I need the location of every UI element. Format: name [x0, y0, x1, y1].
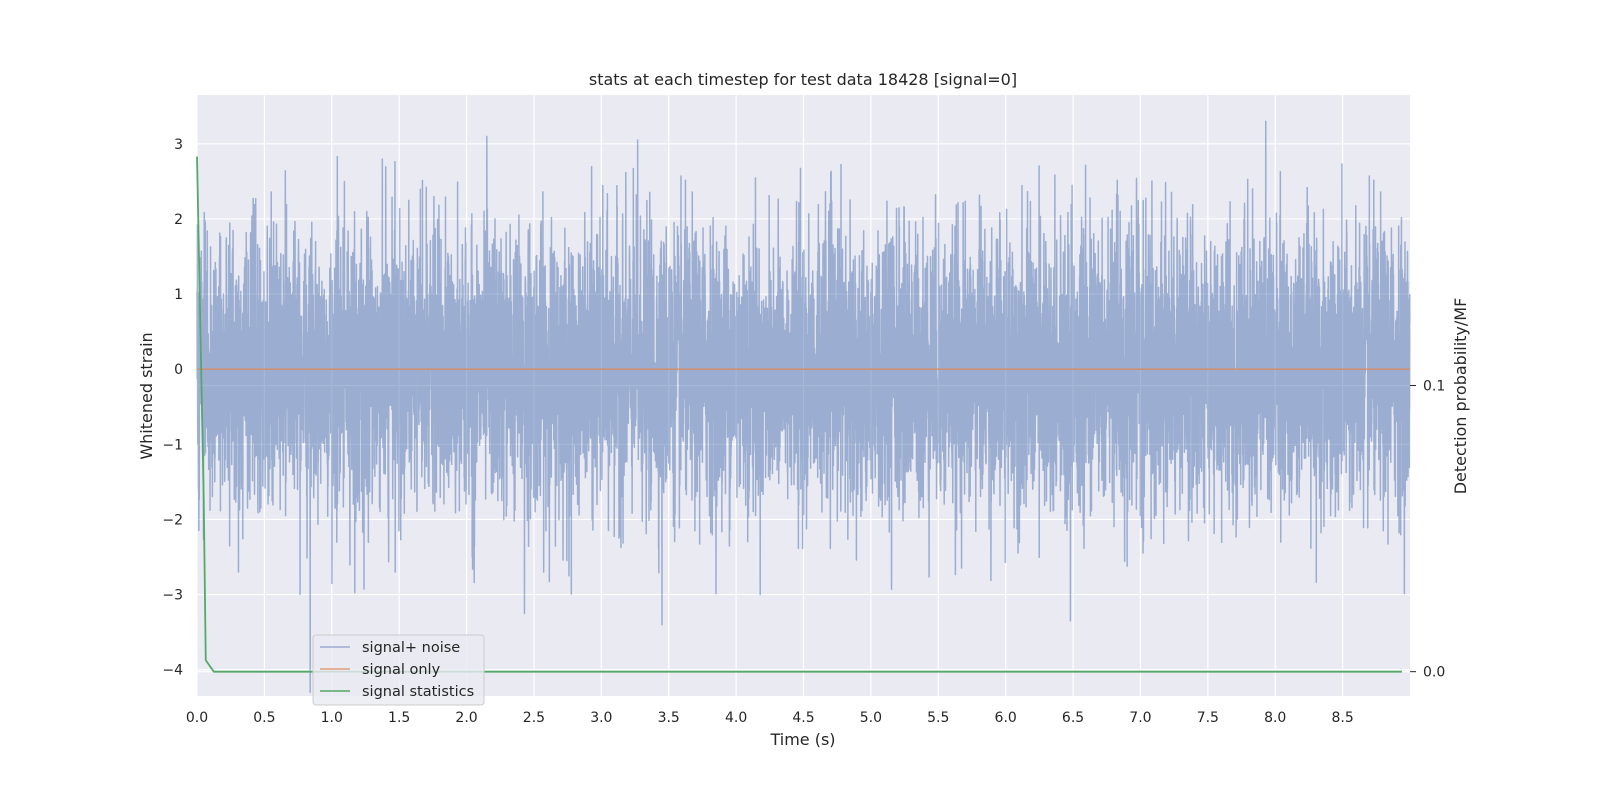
- x-tick-label: 5.5: [927, 710, 949, 726]
- x-tick-label: 8.0: [1264, 710, 1286, 726]
- series-line-signal-statistics: [196, 156, 1402, 673]
- series-line-signal-noise: [196, 120, 1411, 693]
- x-tick-label: 2.0: [455, 710, 477, 726]
- x-tick-label: 8.5: [1331, 710, 1353, 726]
- x-tick-label: 4.5: [792, 710, 814, 726]
- chart-title: stats at each timestep for test data 184…: [589, 70, 1017, 89]
- y-tick-label: 2: [174, 212, 183, 228]
- legend-box: [312, 634, 485, 706]
- x-axis-label: Time (s): [769, 730, 835, 749]
- y-tick-label: 1: [174, 287, 183, 303]
- y-tick-label: 3: [174, 137, 183, 153]
- y-tick-label: −4: [162, 663, 183, 679]
- x-tick-label: 0.0: [186, 710, 208, 726]
- y2-tick-label: 0.1: [1423, 378, 1445, 394]
- y-tick-label: −3: [162, 588, 183, 604]
- x-tick-label: 7.5: [1197, 710, 1219, 726]
- x-tick-label: 3.0: [590, 710, 612, 726]
- legend-label-signal-only: signal only: [362, 662, 441, 678]
- series-layer: [196, 120, 1411, 693]
- y-tick-label: −2: [162, 512, 183, 528]
- x-tick-label: 6.0: [995, 710, 1017, 726]
- x-tick-label: 3.5: [658, 710, 680, 726]
- legend: signal+ noise signal only signal statist…: [312, 634, 485, 706]
- tick-labels: 0.0 0.5 1.0 1.5 2.0 2.5 3.0 3.5 4.0 4.5 5.0 5.5 6.0 6…: [162, 137, 1445, 726]
- x-tick-label: 4.0: [725, 710, 747, 726]
- x-tick-label: 1.5: [388, 710, 410, 726]
- x-tick-label: 6.5: [1062, 710, 1084, 726]
- x-tick-label: 0.5: [253, 710, 275, 726]
- legend-label-signal-statistics: signal statistics: [362, 684, 474, 700]
- y2-axis-label: Detection probability/MF: [1451, 298, 1470, 495]
- x-tick-label: 5.0: [860, 710, 882, 726]
- y-tick-label: 0: [174, 362, 183, 378]
- x-tick-label: 1.0: [321, 710, 343, 726]
- x-tick-label: 2.5: [523, 710, 545, 726]
- y-axis-label: Whitened strain: [137, 332, 156, 459]
- legend-label-signal-noise: signal+ noise: [362, 640, 460, 656]
- y-tick-label: −1: [162, 437, 183, 453]
- x-tick-label: 7.0: [1129, 710, 1151, 726]
- y2-tick-label: 0.0: [1423, 665, 1445, 681]
